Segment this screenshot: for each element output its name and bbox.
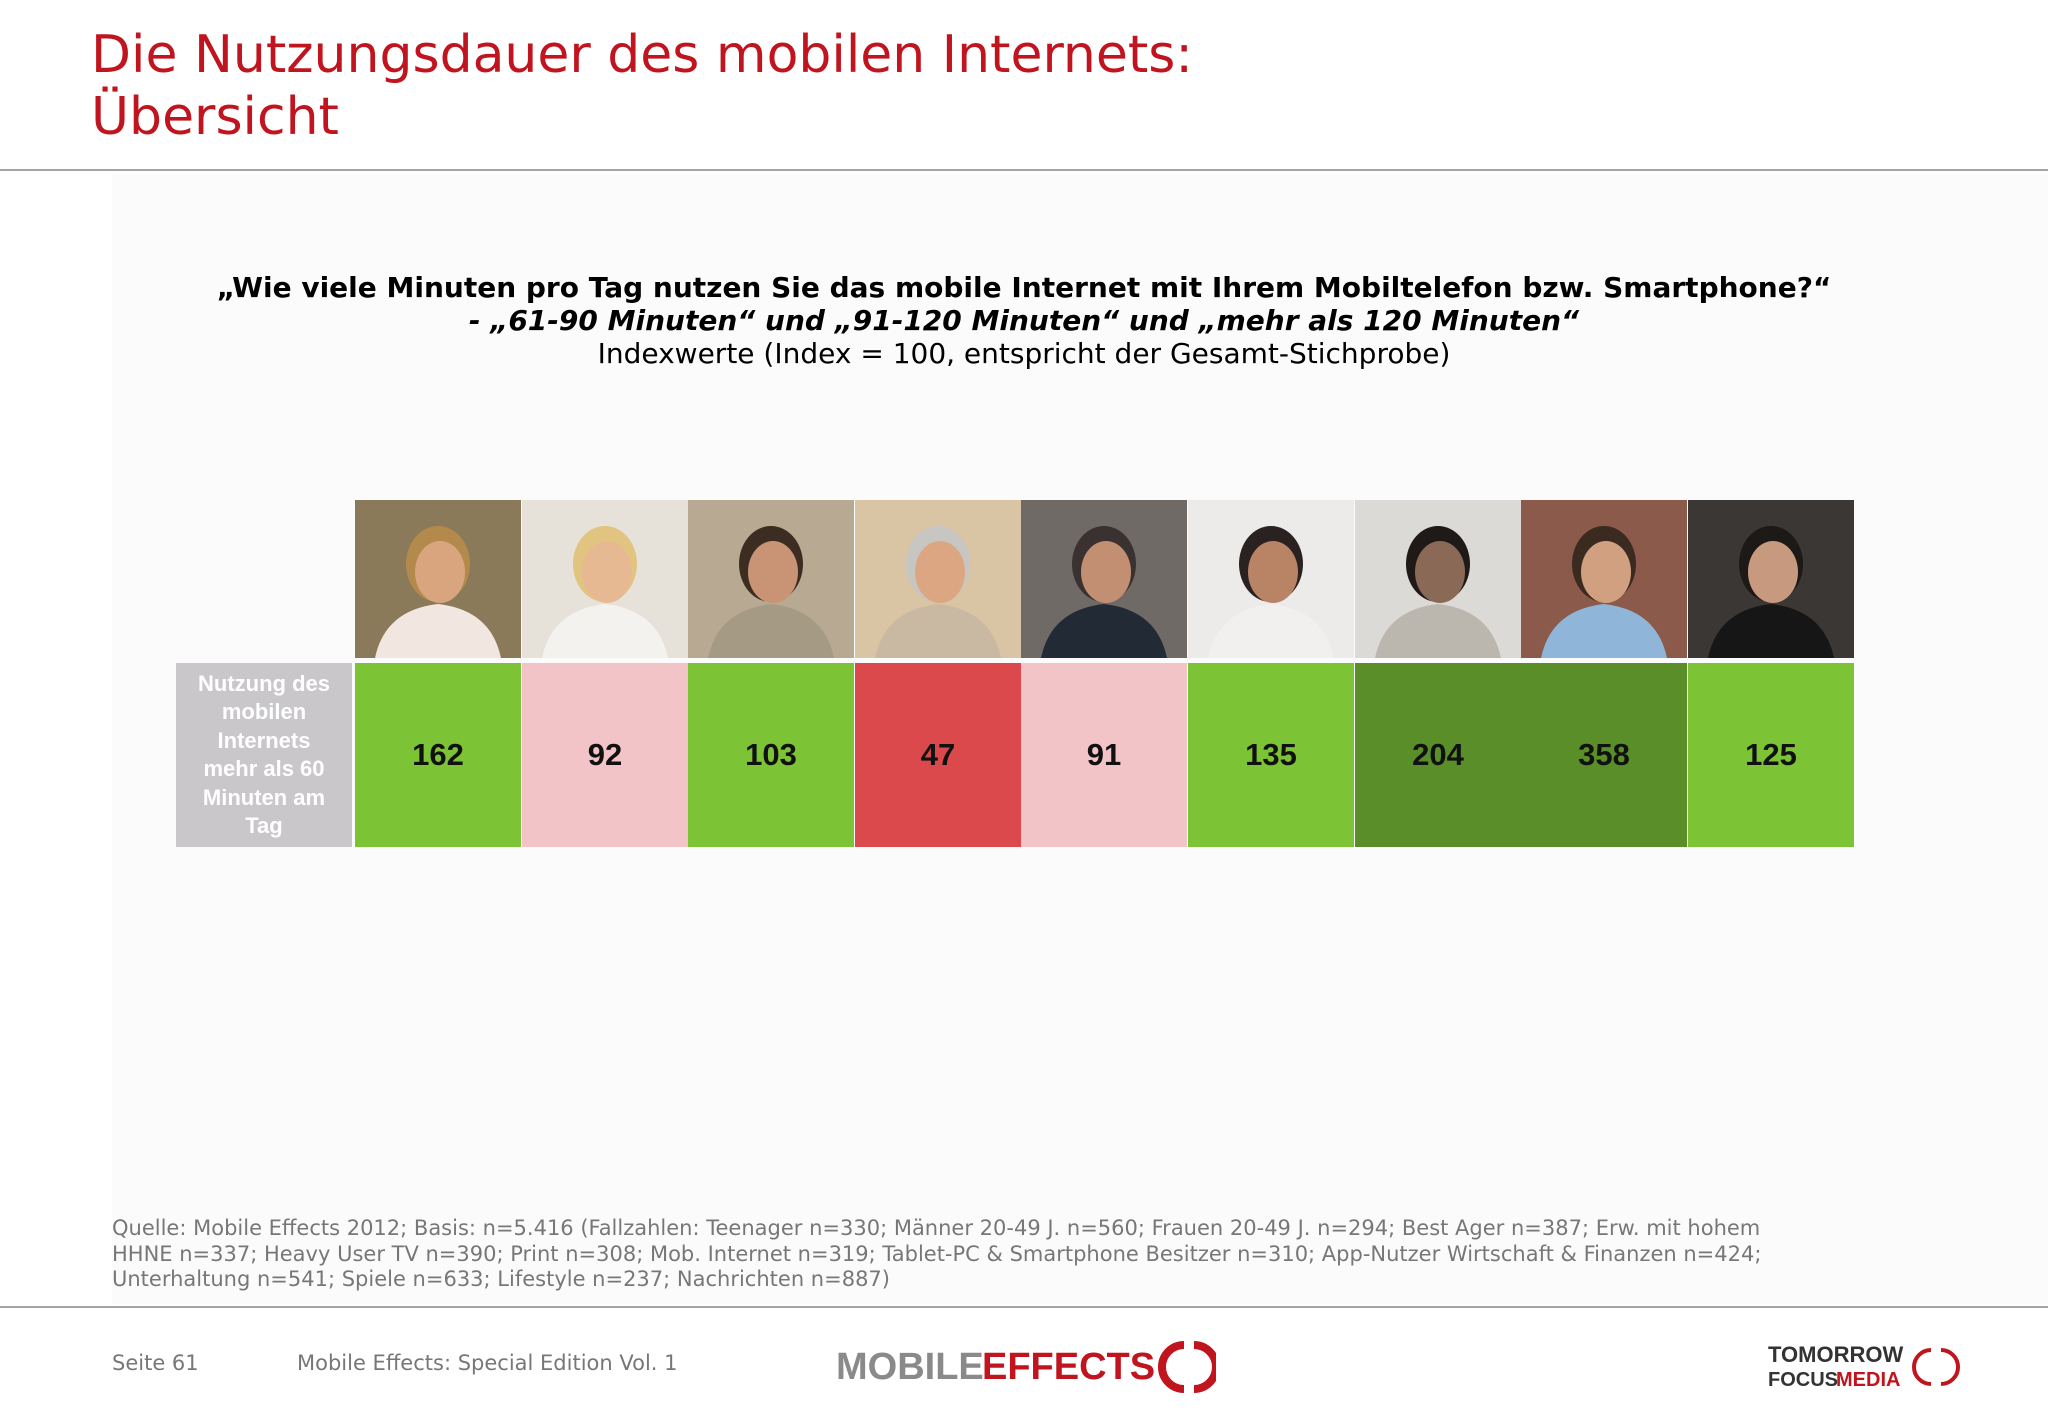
page-number: Seite 61 <box>112 1351 199 1375</box>
index-value-label: 162 <box>412 737 464 772</box>
young-man-tv-photo <box>1188 500 1354 658</box>
survey-question: „Wie viele Minuten pro Tag nutzen Sie da… <box>0 271 2048 370</box>
index-value-label: 204 <box>1412 737 1464 772</box>
index-value-label: 358 <box>1578 737 1630 772</box>
segment-photos <box>355 500 1861 658</box>
page-title-line-2: Übersicht <box>91 87 339 147</box>
teen-girl-smartphone-photo <box>355 500 521 658</box>
man-phone-call-photo <box>688 500 854 658</box>
businessman-phone-photo <box>1021 500 1187 658</box>
index-value-cell: 47 <box>855 663 1021 847</box>
index-value-cell: 135 <box>1188 663 1354 847</box>
logo-tomorrow-text: TOMORROW <box>1768 1342 1903 1367</box>
answer-categories: - „61-90 Minuten“ und „91-120 Minuten“ u… <box>468 304 1580 337</box>
index-value-label: 91 <box>1086 737 1122 772</box>
publication-title: Mobile Effects: Special Edition Vol. 1 <box>297 1351 678 1375</box>
page-title-line-1: Die Nutzungsdauer des mobilen Internets: <box>91 25 1193 85</box>
woman-smartphone-photo <box>522 500 688 658</box>
logo-mobile-text: MOBILE <box>836 1346 984 1388</box>
index-value-label: 47 <box>920 737 956 772</box>
index-value-label: 92 <box>587 737 623 772</box>
question-text: „Wie viele Minuten pro Tag nutzen Sie da… <box>216 271 1832 304</box>
logo-right-arc-icon <box>1193 1341 1216 1393</box>
index-value-cell: 358 <box>1521 663 1687 847</box>
logo-focus-text: FOCUS <box>1768 1369 1838 1391</box>
index-value-cells: 162 92 103 47 91 135 204 358 125 <box>355 663 1861 847</box>
index-value-cell: 103 <box>688 663 854 847</box>
man-newspaper-photo <box>1355 500 1521 658</box>
index-value-cell: 91 <box>1021 663 1187 847</box>
man-lifestyle-smartphone-photo <box>1688 500 1854 658</box>
index-note: Indexwerte (Index = 100, entspricht der … <box>597 337 1451 370</box>
header-divider <box>0 169 2048 171</box>
logo-effects-text: EFFECTS <box>982 1346 1155 1388</box>
index-value-label: 135 <box>1245 737 1297 772</box>
row-label: Nutzung des mobilen Internets mehr als 6… <box>176 663 352 847</box>
source-line-3: Unterhaltung n=541; Spiele n=633; Lifest… <box>112 1267 890 1291</box>
index-value-label: 103 <box>745 737 797 772</box>
index-value-cell: 92 <box>522 663 688 847</box>
index-value-cell: 204 <box>1355 663 1521 847</box>
young-man-tablet-photo <box>1521 500 1687 658</box>
source-note: Quelle: Mobile Effects 2012; Basis: n=5.… <box>112 1216 1942 1293</box>
page-title: Die Nutzungsdauer des mobilen Internets:… <box>91 24 1193 148</box>
tomorrow-focus-media-logo: TOMORROW FOCUS MEDIA <box>1768 1342 1960 1391</box>
logo-tfm-left-arc-icon <box>1912 1348 1932 1386</box>
index-value-cell: 125 <box>1688 663 1854 847</box>
logo-left-arc-icon <box>1158 1341 1185 1393</box>
index-value-label: 125 <box>1745 737 1797 772</box>
row-label-text: Nutzung des mobilen Internets mehr als 6… <box>198 670 330 839</box>
logo-tfm-right-arc-icon <box>1940 1348 1960 1386</box>
source-line-1: Quelle: Mobile Effects 2012; Basis: n=5.… <box>112 1216 1761 1240</box>
index-value-cell: 162 <box>355 663 521 847</box>
source-line-2: HHNE n=337; Heavy User TV n=390; Print n… <box>112 1241 1762 1266</box>
mobile-effects-logo: MOBILE EFFECTS <box>836 1341 1216 1393</box>
logo-media-text: MEDIA <box>1836 1369 1900 1391</box>
senior-couple-photo <box>855 500 1021 658</box>
footer-divider <box>0 1306 2048 1308</box>
